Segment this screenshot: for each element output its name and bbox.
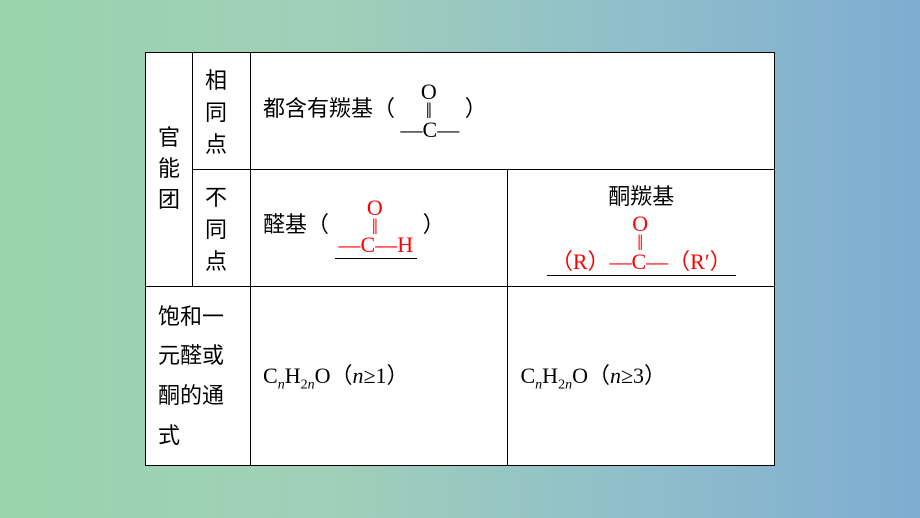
aldehyde-formula: CnH2nO（n≥1） [251,286,508,465]
formula-label: 饱和一元醛或酮的通式 [146,286,251,465]
label-text: 饱和一元醛或酮的通式 [158,304,224,448]
text: 都含有羰基（ [263,96,395,121]
text: ） [423,211,445,236]
formula-text: CnH2nO（n≥3） [520,363,666,388]
aldehyde-structure: O ‖ —C—H [339,197,414,256]
label-text: 不同点 [205,185,227,274]
text: 醛基（ [263,211,329,236]
chemistry-table: 官能团 相同点 都含有羰基（ O ‖ —C— ） 不同点 醛基（ O ‖ —C— [145,52,775,466]
formula-text: CnH2nO（n≥1） [263,363,409,388]
label-text: 官能团 [158,125,180,212]
text: ） [465,96,487,121]
ketone-label: 酮羰基 [520,180,762,213]
table-row: 不同点 醛基（ O ‖ —C—H ） 酮羰基 O ‖ （R）—C—（R′） [146,169,775,286]
functional-group-label: 官能团 [146,52,193,286]
same-point-content: 都含有羰基（ O ‖ —C— ） [251,52,775,169]
table-row: 官能团 相同点 都含有羰基（ O ‖ —C— ） [146,52,775,169]
ketone-structure: O ‖ （R）—C—（R′） [551,213,732,272]
carbonyl-structure: O ‖ —C— [401,81,460,140]
ketone-cell: 酮羰基 O ‖ （R）—C—（R′） [508,169,775,286]
label-text: 相同点 [205,68,227,157]
carbon-chain: —C— [401,119,460,141]
carbon-chain: —C—H [339,234,414,256]
table: 官能团 相同点 都含有羰基（ O ‖ —C— ） 不同点 醛基（ O ‖ —C— [145,52,775,466]
ketone-formula: CnH2nO（n≥3） [508,286,775,465]
table-row: 饱和一元醛或酮的通式 CnH2nO（n≥1） CnH2nO（n≥3） [146,286,775,465]
carbon-chain: （R）—C—（R′） [551,251,732,273]
aldehyde-underline: O ‖ —C—H [335,197,418,259]
diff-point-label: 不同点 [193,169,251,286]
ketone-underline: O ‖ （R）—C—（R′） [547,213,736,275]
same-point-label: 相同点 [193,52,251,169]
aldehyde-cell: 醛基（ O ‖ —C—H ） [251,169,508,286]
